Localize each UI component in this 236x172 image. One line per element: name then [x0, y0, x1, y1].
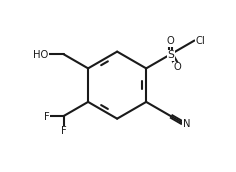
Text: Cl: Cl: [195, 36, 205, 46]
Text: HO: HO: [33, 50, 48, 60]
Text: F: F: [44, 112, 49, 122]
Text: O: O: [174, 62, 182, 72]
Text: O: O: [167, 36, 175, 46]
Text: S: S: [167, 50, 174, 60]
Text: N: N: [183, 119, 190, 129]
Text: F: F: [61, 126, 66, 136]
